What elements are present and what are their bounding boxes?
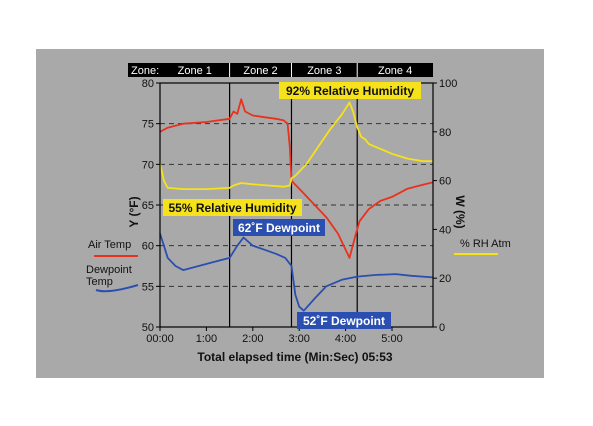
- y-left-tick-label: 50: [142, 322, 154, 334]
- zone-label: Zone 3: [307, 65, 341, 77]
- y-left-tick-label: 55: [142, 281, 154, 293]
- y-right-tick-label: 100: [439, 78, 457, 90]
- annotation-label: 52˚F Dewpoint: [303, 314, 385, 328]
- y-left-tick-label: 60: [142, 241, 154, 253]
- y-right-tick-label: 40: [439, 224, 451, 236]
- y-right-tick-label: 60: [439, 176, 451, 188]
- annotation-box: [297, 312, 391, 329]
- annotation-box: [233, 219, 325, 236]
- zone-label: Zone 2: [243, 65, 277, 77]
- series-layer: [159, 98, 434, 312]
- zone-bar-label: Zone:: [131, 65, 159, 77]
- x-tick-label: 1:00: [196, 333, 217, 345]
- series-line--rh-atm: [159, 101, 433, 190]
- x-tick-label: 4:00: [335, 333, 356, 345]
- grid-lines: [160, 123, 433, 287]
- chart-svg: Zone: Zone 1 Zone 2 Zone 3 Zone 4 50 55 60 65 70…: [86, 63, 511, 364]
- annotation-box: [279, 82, 421, 99]
- x-tick-label: 00:00: [146, 333, 174, 345]
- x-tick-label: 5:00: [381, 333, 402, 345]
- legend-label-dewpoint-temp: Dewpoint: [86, 264, 132, 276]
- zone-label: Zone 1: [178, 65, 212, 77]
- chart-panel: Zone: Zone 1 Zone 2 Zone 3 Zone 4 50 55 60 65 70…: [36, 49, 544, 378]
- y-left-tick-label: 75: [142, 119, 154, 131]
- y-left-tick-label: 65: [142, 200, 154, 212]
- y-axis-left-title: Y (°F): [127, 196, 141, 227]
- zone-bar: Zone: Zone 1 Zone 2 Zone 3 Zone 4: [128, 63, 433, 77]
- series-line-dewpoint-temp: [159, 233, 434, 312]
- x-tick-label: 2:00: [242, 333, 263, 345]
- annotation-label: 62˚F Dewpoint: [238, 221, 320, 235]
- annotation-box: [163, 199, 302, 216]
- legend-label-rh-atm: % RH Atm: [460, 238, 511, 250]
- x-axis-title: Total elapsed time (Min:Sec) 05:53: [197, 350, 392, 364]
- y-axis-right-title: W (%): [453, 195, 467, 228]
- legend-label-dewpoint-temp: Temp: [86, 276, 113, 288]
- y-right-tick-label: 20: [439, 273, 451, 285]
- legend-swatch-dewpoint-temp: [95, 284, 139, 293]
- legend-label-air-temp: Air Temp: [88, 239, 131, 251]
- y-right-tick-label: 0: [439, 322, 445, 334]
- x-tick-label: 3:00: [288, 333, 309, 345]
- annotations: 92% Relative Humidity 55% Relative Humidi…: [163, 82, 421, 329]
- zone-label: Zone 4: [378, 65, 412, 77]
- y-left-tick-label: 70: [142, 159, 154, 171]
- tick-labels: 50 55 60 65 70 75 80 0 20 40 60 80 100 00:00 1:00 2:00 3…: [142, 78, 458, 345]
- series-line-air-temp: [159, 98, 434, 259]
- annotation-label: 92% Relative Humidity: [286, 84, 414, 98]
- y-right-tick-label: 80: [439, 127, 451, 139]
- y-left-tick-label: 80: [142, 78, 154, 90]
- annotation-label: 55% Relative Humidity: [168, 201, 296, 215]
